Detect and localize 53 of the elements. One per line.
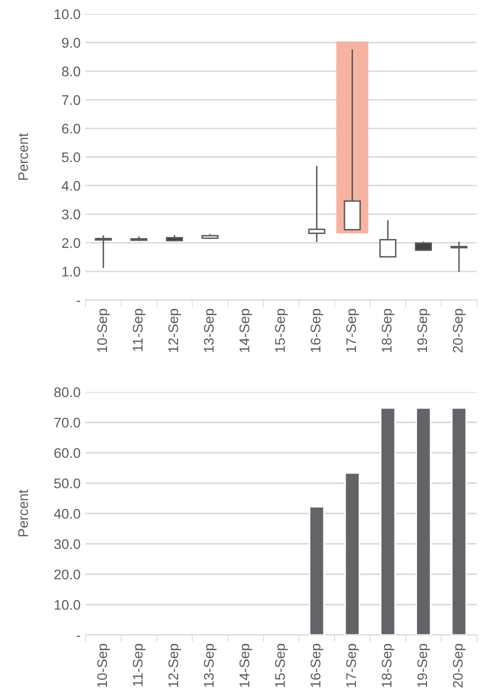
y-tick-label: 60.0 — [54, 448, 80, 458]
x-tick-label: 10-Sep — [97, 644, 110, 688]
candlestick — [94, 235, 112, 268]
y-tick-label: 7.0 — [62, 95, 80, 105]
y-tick-label: - — [76, 636, 80, 637]
candlestick — [308, 166, 326, 242]
y-tick-label: 10.0 — [54, 600, 80, 610]
y-tick-label: 80.0 — [54, 387, 80, 398]
y-tick-label: - — [76, 300, 80, 302]
y-tick-label: 10.0 — [54, 9, 80, 20]
x-tick-label: 14-Sep — [240, 644, 252, 688]
y-tick-label: 3.0 — [62, 210, 80, 220]
y-tick-label: 20.0 — [54, 570, 80, 580]
y-tick-label: 8.0 — [62, 66, 80, 76]
y-tick-label: 50.0 — [54, 478, 80, 488]
y-tick-label: 2.0 — [62, 238, 80, 248]
y-tick-label: 9.0 — [62, 38, 80, 48]
y-tick-label: 70.0 — [54, 418, 80, 428]
candlestick — [450, 242, 468, 272]
x-tick-label: 12-Sep — [168, 644, 181, 688]
bar — [416, 407, 432, 635]
x-tick-label: 18-Sep — [382, 644, 394, 688]
x-tick-label: 16-Sep — [310, 308, 324, 352]
x-tick-label: 11-Sep — [132, 644, 146, 686]
x-tick-label: 15-Sep — [275, 308, 288, 352]
y-tick-label: 30.0 — [54, 539, 80, 550]
y-tick-label: 4.0 — [62, 180, 80, 191]
bar — [344, 472, 360, 635]
y-tick-label: 1.0 — [62, 266, 80, 277]
bar — [380, 407, 396, 635]
y-tick-label: 40.0 — [54, 508, 80, 519]
x-tick-label: 18-Sep — [382, 308, 394, 352]
x-tick-label: 17-Sep — [346, 644, 359, 688]
x-tick-label: 12-Sep — [168, 308, 181, 352]
x-tick-label: 17-Sep — [346, 308, 359, 352]
y-tick-label: 5.0 — [62, 152, 80, 162]
y-tick-label: 6.0 — [62, 124, 80, 134]
x-tick-label: 15-Sep — [275, 644, 288, 688]
x-tick-label: 13-Sep — [204, 308, 217, 352]
y-axis-title: Percent — [18, 490, 28, 536]
x-tick-label: 19-Sep — [417, 644, 430, 688]
x-tick-label: 11-Sep — [132, 308, 146, 352]
x-tick-label: 16-Sep — [310, 644, 324, 688]
bar — [308, 506, 325, 635]
y-axis-title: Percent — [18, 133, 28, 180]
x-tick-label: 19-Sep — [417, 308, 430, 352]
x-tick-label: 20-Sep — [452, 308, 466, 352]
candlestick — [379, 220, 396, 258]
x-tick-label: 10-Sep — [97, 308, 110, 352]
x-tick-label: 14-Sep — [240, 308, 252, 352]
x-tick-label: 13-Sep — [204, 644, 217, 688]
bar — [451, 407, 467, 635]
x-tick-label: 20-Sep — [452, 644, 466, 688]
